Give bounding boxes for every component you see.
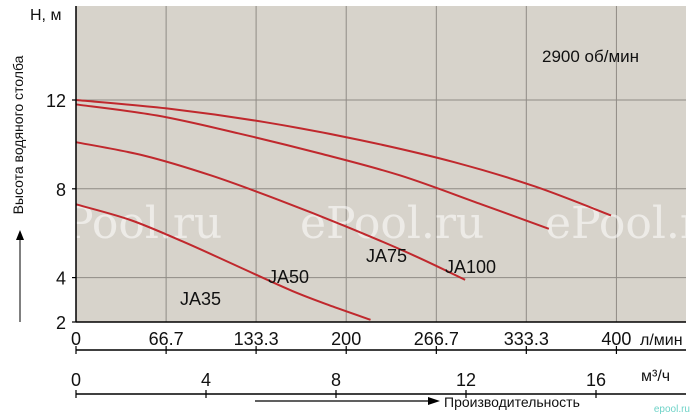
axes-layer — [72, 6, 686, 398]
x-secondary-tick-label: 8 — [331, 370, 341, 390]
x-primary-tick-label: 266.7 — [414, 329, 459, 349]
x-secondary-tick-label: 0 — [71, 370, 81, 390]
y-unit-label: Н, м — [30, 7, 61, 24]
watermark-text: ePool.ru — [38, 198, 222, 249]
curve-label-ja100: JA100 — [445, 257, 496, 277]
curve-ja100 — [75, 99, 612, 217]
y-tick-label: 4 — [56, 269, 66, 289]
y-tick-label: 8 — [56, 180, 66, 200]
y-axis-title: Высота водяного столба — [10, 55, 26, 214]
x-direction-arrow-head — [428, 397, 440, 405]
x-secondary-unit-label: м³/ч — [641, 368, 670, 385]
watermark-layer: ePool.ru ePool.ru ePool.ru epool.ru — [38, 198, 699, 415]
watermark-corner-text: epool.ru — [654, 404, 690, 415]
speed-note: 2900 об/мин — [542, 47, 639, 66]
x-primary-unit-label: л/мин — [640, 332, 683, 349]
x-primary-tick-label: 400 — [601, 329, 631, 349]
curve-label-ja75: JA75 — [366, 246, 407, 266]
curves-layer: JA35 JA50 JA75 JA100 — [75, 99, 612, 321]
x-primary-tick-label: 333.3 — [504, 329, 549, 349]
curve-label-ja35: JA35 — [180, 289, 221, 309]
x-primary-tick-label: 200 — [331, 329, 361, 349]
x-axis-title: Производительность — [444, 394, 580, 410]
x-secondary-tick-label: 4 — [201, 370, 211, 390]
x-primary-tick-label: 0 — [71, 329, 81, 349]
y-tick-label: 12 — [46, 91, 66, 111]
x-secondary-tick-label: 16 — [586, 370, 606, 390]
y-tick-label: 2 — [56, 313, 66, 333]
labels-layer: 2 4 8 12 Н, м Высота водяного столба 0 66.7 133.… — [10, 7, 683, 410]
watermark-text: ePool.ru — [300, 198, 484, 249]
curve-ja35 — [75, 203, 371, 321]
watermark-text: ePool.ru — [545, 198, 699, 249]
curve-label-ja50: JA50 — [268, 267, 309, 287]
curve-ja50 — [75, 141, 466, 281]
x-primary-tick-label: 66.7 — [149, 329, 184, 349]
x-secondary-tick-label: 12 — [456, 370, 476, 390]
x-primary-tick-label: 133.3 — [234, 329, 279, 349]
curve-ja75 — [75, 103, 550, 230]
y-axis-arrow-head — [16, 230, 24, 240]
